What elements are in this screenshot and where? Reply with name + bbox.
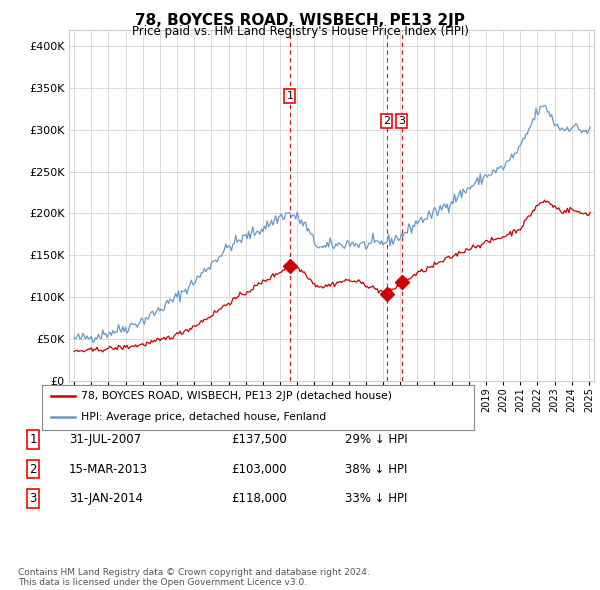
Text: £118,000: £118,000 xyxy=(231,492,287,505)
Text: 31-JAN-2014: 31-JAN-2014 xyxy=(69,492,143,505)
Text: £137,500: £137,500 xyxy=(231,433,287,446)
Text: Price paid vs. HM Land Registry's House Price Index (HPI): Price paid vs. HM Land Registry's House … xyxy=(131,25,469,38)
Text: 78, BOYCES ROAD, WISBECH, PE13 2JP (detached house): 78, BOYCES ROAD, WISBECH, PE13 2JP (deta… xyxy=(81,392,392,401)
Text: 2: 2 xyxy=(383,116,390,126)
Text: 3: 3 xyxy=(29,492,37,505)
Text: 15-MAR-2013: 15-MAR-2013 xyxy=(69,463,148,476)
Text: 1: 1 xyxy=(286,91,293,101)
Text: 78, BOYCES ROAD, WISBECH, PE13 2JP: 78, BOYCES ROAD, WISBECH, PE13 2JP xyxy=(135,13,465,28)
Text: 33% ↓ HPI: 33% ↓ HPI xyxy=(345,492,407,505)
Text: HPI: Average price, detached house, Fenland: HPI: Average price, detached house, Fenl… xyxy=(81,412,326,422)
Text: £103,000: £103,000 xyxy=(231,463,287,476)
Text: 31-JUL-2007: 31-JUL-2007 xyxy=(69,433,141,446)
Text: 38% ↓ HPI: 38% ↓ HPI xyxy=(345,463,407,476)
Text: 2: 2 xyxy=(29,463,37,476)
Text: 1: 1 xyxy=(29,433,37,446)
Text: 29% ↓ HPI: 29% ↓ HPI xyxy=(345,433,407,446)
Text: Contains HM Land Registry data © Crown copyright and database right 2024.
This d: Contains HM Land Registry data © Crown c… xyxy=(18,568,370,587)
Text: 3: 3 xyxy=(398,116,405,126)
